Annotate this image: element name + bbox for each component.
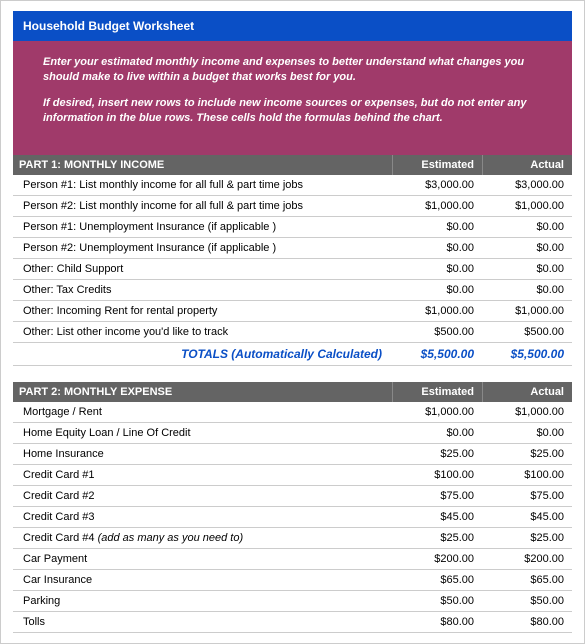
row-label: Credit Card #1 xyxy=(13,465,392,485)
row-estimated[interactable]: $200.00 xyxy=(392,549,482,569)
row-estimated[interactable]: $0.00 xyxy=(392,217,482,237)
row-estimated[interactable]: $1,000.00 xyxy=(392,301,482,321)
row-actual[interactable]: $0.00 xyxy=(482,423,572,443)
expense-row: Credit Card #2 $75.00 $75.00 xyxy=(13,486,572,507)
row-estimated[interactable]: $65.00 xyxy=(392,570,482,590)
row-actual[interactable]: $3,000.00 xyxy=(482,175,572,195)
expense-row: Credit Card #1 $100.00 $100.00 xyxy=(13,465,572,486)
row-estimated[interactable]: $25.00 xyxy=(392,444,482,464)
expense-row: Car Insurance $65.00 $65.00 xyxy=(13,570,572,591)
row-label: Home Equity Loan / Line Of Credit xyxy=(13,423,392,443)
row-estimated[interactable]: $0.00 xyxy=(392,238,482,258)
income-row: Other: List other income you'd like to t… xyxy=(13,322,572,343)
title-bar: Household Budget Worksheet xyxy=(13,11,572,41)
income-row: Other: Child Support $0.00 $0.00 xyxy=(13,259,572,280)
expense-header-label: PART 2: MONTHLY EXPENSE xyxy=(13,382,392,402)
instructions-p1: Enter your estimated monthly income and … xyxy=(43,55,542,86)
row-estimated[interactable]: $75.00 xyxy=(392,486,482,506)
section-gap xyxy=(13,366,572,382)
row-actual[interactable]: $200.00 xyxy=(482,549,572,569)
row-label: Person #2: List monthly income for all f… xyxy=(13,196,392,216)
expense-section-header: PART 2: MONTHLY EXPENSE Estimated Actual xyxy=(13,382,572,402)
expense-row: Car Payment $200.00 $200.00 xyxy=(13,549,572,570)
row-estimated[interactable]: $0.00 xyxy=(392,280,482,300)
row-estimated[interactable]: $100.00 xyxy=(392,465,482,485)
row-estimated[interactable]: $80.00 xyxy=(392,612,482,632)
row-actual[interactable]: $1,000.00 xyxy=(482,402,572,422)
row-actual[interactable]: $65.00 xyxy=(482,570,572,590)
income-header-actual: Actual xyxy=(482,155,572,175)
expense-header-actual: Actual xyxy=(482,382,572,402)
instructions-p2: If desired, insert new rows to include n… xyxy=(43,96,542,127)
row-label-note: (add as many as you need to) xyxy=(98,532,244,544)
row-label: Tolls xyxy=(13,612,392,632)
row-label: Car Insurance xyxy=(13,570,392,590)
instructions-box: Enter your estimated monthly income and … xyxy=(13,41,572,155)
row-actual[interactable]: $75.00 xyxy=(482,486,572,506)
row-label: Mortgage / Rent xyxy=(13,402,392,422)
row-label: Person #2: Unemployment Insurance (if ap… xyxy=(13,238,392,258)
income-row: Other: Tax Credits $0.00 $0.00 xyxy=(13,280,572,301)
row-label: Other: Incoming Rent for rental property xyxy=(13,301,392,321)
row-actual[interactable]: $80.00 xyxy=(482,612,572,632)
row-estimated[interactable]: $3,000.00 xyxy=(392,175,482,195)
row-estimated[interactable]: $1,000.00 xyxy=(392,402,482,422)
row-estimated[interactable]: $1,000.00 xyxy=(392,196,482,216)
row-actual[interactable]: $1,000.00 xyxy=(482,301,572,321)
row-estimated[interactable]: $0.00 xyxy=(392,259,482,279)
title-text: Household Budget Worksheet xyxy=(23,19,194,33)
row-label: Credit Card #2 xyxy=(13,486,392,506)
row-label: Person #1: Unemployment Insurance (if ap… xyxy=(13,217,392,237)
income-row: Other: Incoming Rent for rental property… xyxy=(13,301,572,322)
expense-row: Tolls $80.00 $80.00 xyxy=(13,612,572,633)
income-row: Person #1: List monthly income for all f… xyxy=(13,175,572,196)
row-actual[interactable]: $500.00 xyxy=(482,322,572,342)
row-estimated[interactable]: $50.00 xyxy=(392,591,482,611)
income-totals-row: TOTALS (Automatically Calculated) $5,500… xyxy=(13,343,572,366)
row-label: Other: List other income you'd like to t… xyxy=(13,322,392,342)
row-label: Credit Card #3 xyxy=(13,507,392,527)
income-row: Person #1: Unemployment Insurance (if ap… xyxy=(13,217,572,238)
row-actual[interactable]: $0.00 xyxy=(482,259,572,279)
expense-row: Credit Card #3 $45.00 $45.00 xyxy=(13,507,572,528)
row-label: Other: Tax Credits xyxy=(13,280,392,300)
row-label: Car Payment xyxy=(13,549,392,569)
row-actual[interactable]: $0.00 xyxy=(482,217,572,237)
expense-row: Home Insurance $25.00 $25.00 xyxy=(13,444,572,465)
income-header-label: PART 1: MONTHLY INCOME xyxy=(13,155,392,175)
row-label: Home Insurance xyxy=(13,444,392,464)
row-actual[interactable]: $25.00 xyxy=(482,444,572,464)
income-row: Person #2: Unemployment Insurance (if ap… xyxy=(13,238,572,259)
row-label: Credit Card #4 (add as many as you need … xyxy=(13,528,392,548)
row-estimated[interactable]: $45.00 xyxy=(392,507,482,527)
row-actual[interactable]: $1,000.00 xyxy=(482,196,572,216)
row-estimated[interactable]: $500.00 xyxy=(392,322,482,342)
expense-row: Credit Card #4 (add as many as you need … xyxy=(13,528,572,549)
row-actual[interactable]: $50.00 xyxy=(482,591,572,611)
worksheet-container: Household Budget Worksheet Enter your es… xyxy=(0,0,585,644)
income-header-estimated: Estimated xyxy=(392,155,482,175)
expense-row: Mortgage / Rent $1,000.00 $1,000.00 xyxy=(13,402,572,423)
totals-estimated: $5,500.00 xyxy=(392,343,482,365)
row-label: Parking xyxy=(13,591,392,611)
row-actual[interactable]: $0.00 xyxy=(482,238,572,258)
row-estimated[interactable]: $25.00 xyxy=(392,528,482,548)
row-actual[interactable]: $25.00 xyxy=(482,528,572,548)
row-label-text: Credit Card #4 xyxy=(23,532,98,544)
row-actual[interactable]: $100.00 xyxy=(482,465,572,485)
totals-actual: $5,500.00 xyxy=(482,343,572,365)
income-row: Person #2: List monthly income for all f… xyxy=(13,196,572,217)
row-actual[interactable]: $45.00 xyxy=(482,507,572,527)
income-section-header: PART 1: MONTHLY INCOME Estimated Actual xyxy=(13,155,572,175)
expense-row: Home Equity Loan / Line Of Credit $0.00 … xyxy=(13,423,572,444)
row-actual[interactable]: $0.00 xyxy=(482,280,572,300)
totals-label: TOTALS (Automatically Calculated) xyxy=(13,343,392,365)
expense-row: Parking $50.00 $50.00 xyxy=(13,591,572,612)
row-estimated[interactable]: $0.00 xyxy=(392,423,482,443)
expense-header-estimated: Estimated xyxy=(392,382,482,402)
row-label: Person #1: List monthly income for all f… xyxy=(13,175,392,195)
row-label: Other: Child Support xyxy=(13,259,392,279)
